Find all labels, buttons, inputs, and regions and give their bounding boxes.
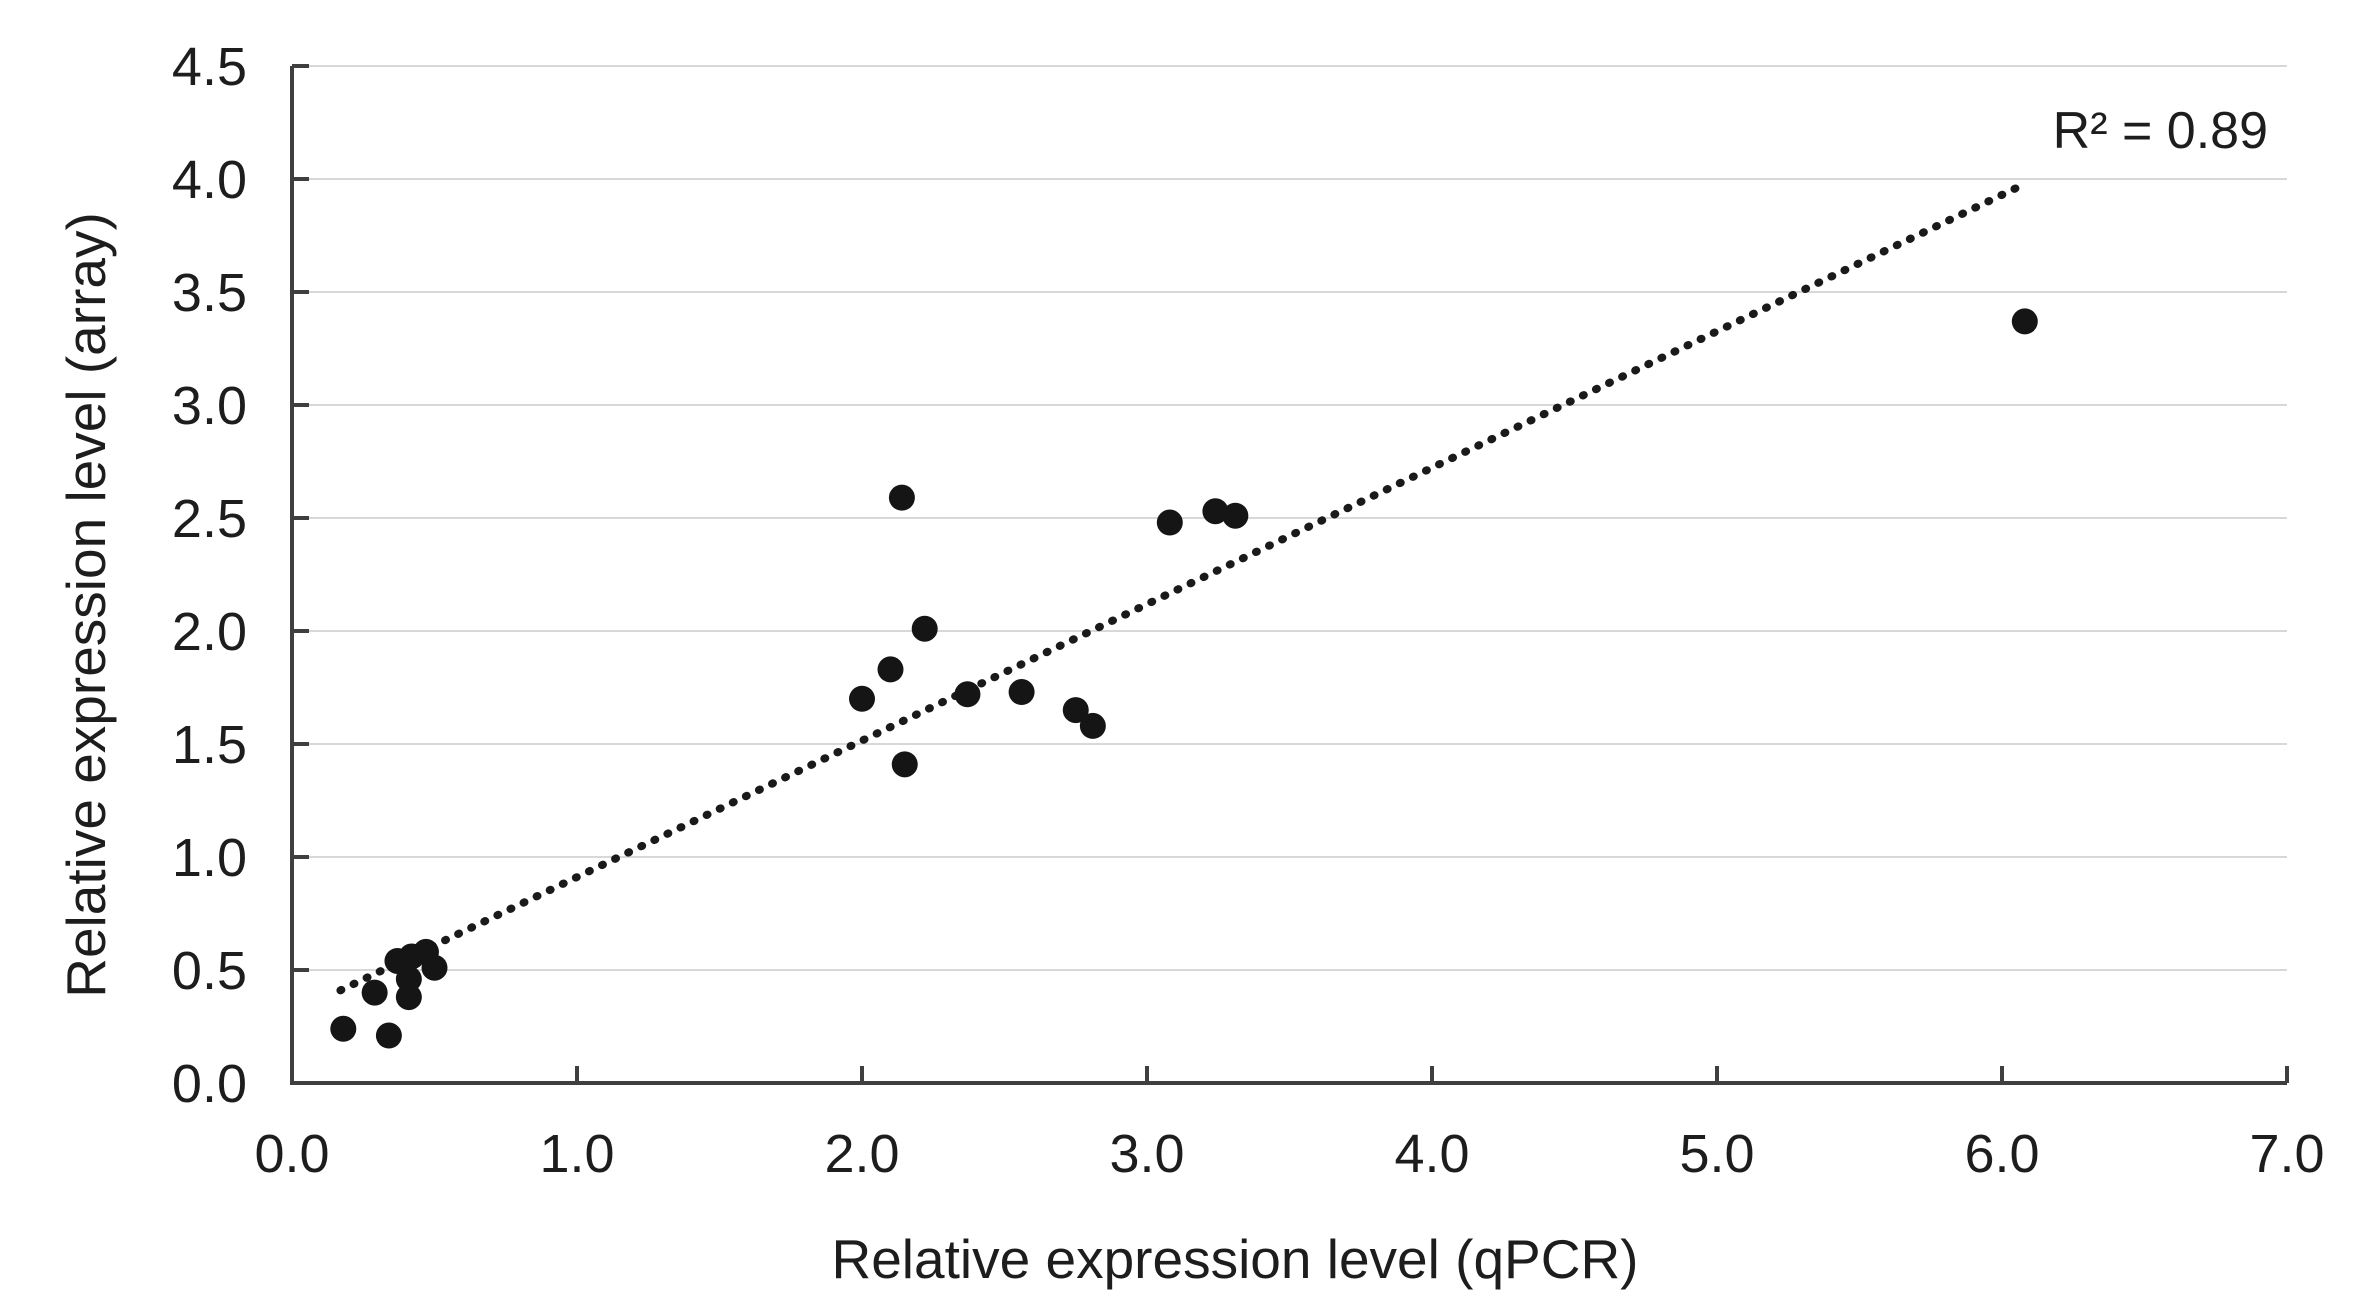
x-tick-label: 3.0 [1109,1124,1184,1184]
axes [290,64,2289,1085]
x-tick-label: 7.0 [2249,1124,2324,1184]
y-tick-label: 1.0 [172,828,247,888]
data-point [375,1022,402,1049]
y-tick-label: 4.0 [172,150,247,210]
y-tick-label: 3.5 [172,263,247,323]
x-axis-title: Relative expression level (qPCR) [832,1228,1639,1290]
y-tick-label: 3.0 [172,376,247,436]
data-point [395,984,422,1011]
data-point [891,751,918,778]
x-tick-label: 2.0 [824,1124,899,1184]
y-tick-label: 2.0 [172,602,247,662]
y-tick-label: 1.5 [172,715,247,775]
trend-line [336,184,2021,995]
data-point [849,685,875,712]
gridlines [292,65,2287,971]
data-point [2011,308,2038,335]
y-tick-label: 4.5 [172,37,247,97]
r-squared-annotation: R² = 0.89 [2053,102,2268,160]
data-point [888,484,915,511]
y-axis-title: Relative expression level (array) [55,212,117,998]
data-point [1008,679,1035,706]
x-tick-label: 5.0 [1679,1124,1754,1184]
data-point [1156,509,1183,536]
data-point [1062,697,1089,724]
data-point [330,1015,357,1042]
data-point [395,966,422,993]
data-point [1202,498,1229,525]
data-point [911,615,938,642]
data-series [330,184,2038,1049]
data-point [1222,502,1249,529]
x-tick-label: 4.0 [1394,1124,1469,1184]
data-point [361,979,388,1006]
data-point [421,954,448,981]
y-tick-label: 2.5 [172,489,247,549]
y-tick-label: 0.5 [172,941,247,1001]
x-tick-label: 6.0 [1964,1124,2039,1184]
data-point [1079,712,1106,739]
data-point [877,656,904,683]
y-tick-label: 0.0 [172,1054,247,1114]
x-tick-label: 0.0 [254,1124,329,1184]
data-point [954,681,981,708]
x-tick-label: 1.0 [539,1124,614,1184]
tick-labels: 0.0 0.5 1.0 1.5 2.0 2.5 3.0 3.5 4.0 4.5 0.0 1.0 2.0 3… [172,37,2325,1184]
